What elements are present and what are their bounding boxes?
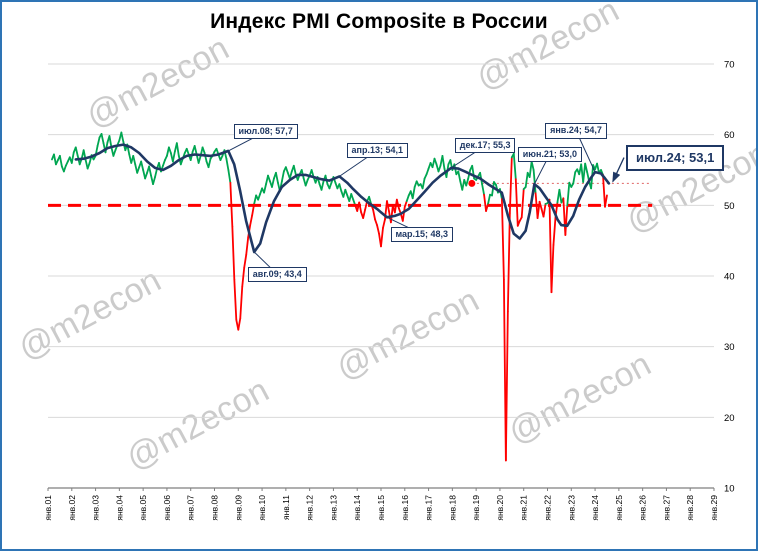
svg-text:янв.25: янв.25: [614, 495, 624, 521]
svg-text:янв.23: янв.23: [566, 495, 576, 521]
svg-text:янв.05: янв.05: [138, 495, 148, 521]
svg-text:янв.08: янв.08: [210, 495, 220, 521]
annotation-2: авг.09; 43,4: [247, 266, 307, 283]
svg-text:янв.01: янв.01: [43, 495, 53, 521]
annotation-8: июл.24; 53,1: [625, 144, 725, 171]
chart-title: Индекс PMI Composite в России: [210, 10, 548, 33]
svg-text:янв.21: янв.21: [519, 495, 529, 521]
annotation-5: дек.17; 55,3: [454, 138, 516, 154]
svg-text:янв.22: янв.22: [543, 495, 553, 521]
svg-text:янв.15: янв.15: [376, 495, 386, 521]
svg-text:янв.16: янв.16: [400, 495, 410, 521]
svg-text:янв.17: янв.17: [424, 495, 434, 521]
svg-text:20: 20: [724, 413, 735, 424]
svg-text:янв.03: янв.03: [91, 495, 101, 521]
svg-text:янв.10: янв.10: [257, 495, 267, 521]
svg-text:60: 60: [724, 130, 735, 141]
annotation-1: июл.08; 57,7: [233, 124, 298, 140]
svg-text:10: 10: [724, 484, 735, 495]
svg-text:янв.07: янв.07: [186, 495, 196, 521]
svg-text:янв.14: янв.14: [352, 495, 362, 521]
svg-text:янв.24: янв.24: [590, 495, 600, 521]
svg-text:янв.11: янв.11: [281, 495, 291, 520]
svg-text:50: 50: [724, 201, 735, 212]
svg-text:янв.26: янв.26: [638, 495, 648, 521]
svg-text:янв.09: янв.09: [233, 495, 243, 521]
svg-text:янв.13: янв.13: [328, 495, 338, 521]
svg-text:70: 70: [724, 60, 735, 71]
svg-text:янв.18: янв.18: [447, 495, 457, 521]
svg-text:30: 30: [724, 342, 735, 353]
annotation-3: апр.13; 54,1: [346, 143, 408, 159]
svg-text:янв.06: янв.06: [162, 495, 172, 521]
annotation-7: янв.24; 54,7: [545, 123, 607, 139]
svg-text:янв.29: янв.29: [709, 495, 719, 521]
annotation-6: июн.21; 53,0: [517, 146, 582, 162]
svg-text:янв.19: янв.19: [471, 495, 481, 521]
svg-text:янв.04: янв.04: [114, 495, 124, 521]
svg-text:янв.27: янв.27: [661, 495, 671, 521]
svg-text:янв.02: янв.02: [67, 495, 77, 521]
svg-text:40: 40: [724, 272, 735, 283]
annotation-4: мар.15; 48,3: [390, 226, 454, 242]
svg-text:янв.28: янв.28: [685, 495, 695, 521]
svg-text:янв.12: янв.12: [305, 495, 315, 521]
svg-text:янв.20: янв.20: [495, 495, 505, 521]
